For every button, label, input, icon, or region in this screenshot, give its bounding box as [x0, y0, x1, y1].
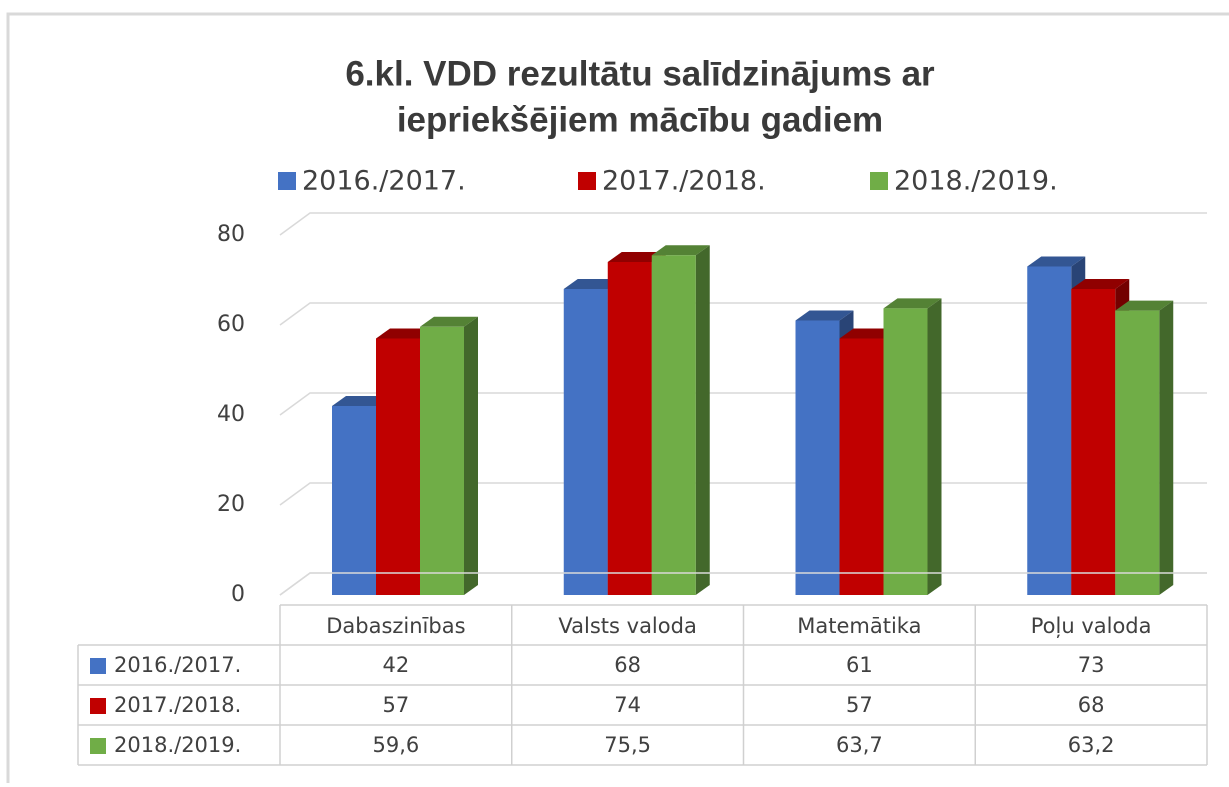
- y-tick-label: 40: [217, 402, 245, 427]
- bar-face: [695, 245, 710, 595]
- table-cell: 73: [1078, 653, 1105, 677]
- bar-face: [563, 279, 622, 289]
- table-row-label: 2017./2018.: [114, 693, 241, 717]
- table-cell: 57: [383, 693, 410, 717]
- bar: [651, 245, 710, 595]
- y-tick-label: 80: [217, 222, 245, 247]
- bar-face: [795, 320, 840, 595]
- legend-label: 2016./2017.: [302, 166, 466, 197]
- bar-face: [651, 245, 710, 256]
- bar-face: [420, 316, 478, 327]
- bar-face: [1159, 300, 1174, 595]
- table-cell: 59,6: [372, 733, 419, 757]
- x-tick-label: Matemātika: [797, 614, 921, 638]
- floor: [279, 572, 1207, 596]
- table-cell: 68: [1078, 693, 1105, 717]
- table-cell: 63,2: [1068, 733, 1115, 757]
- grid-line: [279, 212, 1207, 236]
- bar-face: [376, 328, 434, 339]
- legend-swatch: [870, 172, 888, 190]
- table-cell: 57: [846, 693, 873, 717]
- bar-face: [883, 298, 942, 309]
- table-cell: 63,7: [836, 733, 883, 757]
- bar-face: [607, 252, 666, 262]
- table-row-label: 2018./2019.: [114, 733, 241, 757]
- table-swatch: [90, 658, 106, 674]
- y-tick-label: 20: [217, 492, 245, 517]
- bar-face: [563, 289, 608, 595]
- table-swatch: [90, 698, 106, 714]
- legend-label: 2018./2019.: [894, 166, 1058, 197]
- x-tick-label: Valsts valoda: [558, 614, 696, 638]
- table-cell: 61: [846, 653, 873, 677]
- x-tick-label: Poļu valoda: [1031, 614, 1152, 638]
- table-cell: 75,5: [604, 733, 651, 757]
- legend-swatch: [578, 172, 596, 190]
- bar-face: [839, 338, 884, 595]
- table-cell: 42: [383, 653, 410, 677]
- chart-title: 6.kl. VDD rezultātu salīdzinājums ar: [345, 54, 935, 93]
- bar-face: [332, 396, 390, 406]
- bar-face: [376, 338, 420, 595]
- table-row-label: 2016./2017.: [114, 653, 241, 677]
- bar: [1115, 300, 1174, 595]
- bar-face: [332, 406, 376, 595]
- x-tick-label: Dabaszinības: [326, 614, 465, 638]
- y-tick-label: 60: [217, 312, 245, 337]
- legend-swatch: [278, 172, 296, 190]
- bar-face: [464, 316, 478, 595]
- legend-label: 2017./2018.: [602, 166, 766, 197]
- bar-face: [651, 255, 696, 595]
- table-cell: 74: [614, 693, 641, 717]
- bar-face: [883, 308, 928, 595]
- bar-face: [1071, 289, 1116, 595]
- bar-face: [1115, 300, 1174, 311]
- bar-face: [607, 262, 652, 595]
- y-tick-label: 0: [231, 582, 245, 607]
- bar: [420, 316, 478, 595]
- table-cell: 68: [614, 653, 641, 677]
- bar-face: [1115, 310, 1160, 595]
- bar-face: [420, 326, 464, 595]
- table-swatch: [90, 738, 106, 754]
- bar: [883, 298, 942, 595]
- bar-face: [1027, 256, 1086, 267]
- bar-face: [927, 298, 942, 595]
- chart-title: iepriekšējiem mācību gadiem: [397, 100, 883, 139]
- bar-face: [795, 310, 854, 321]
- bar-face: [1027, 266, 1072, 595]
- bar-face: [1071, 279, 1130, 289]
- bar-face: [839, 328, 898, 339]
- chart-border: [6, 12, 1229, 787]
